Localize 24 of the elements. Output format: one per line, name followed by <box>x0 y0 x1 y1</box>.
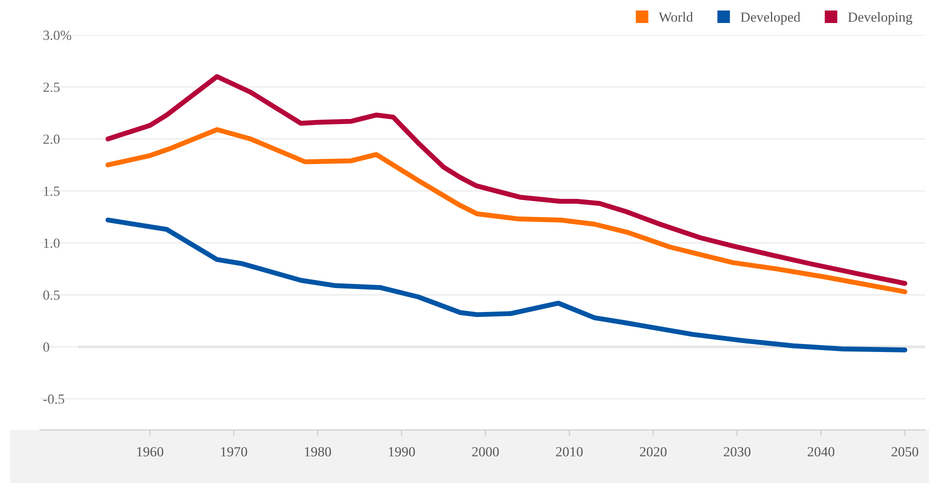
x-tick-label: 1960 <box>137 447 164 456</box>
x-tick-label: 1980 <box>304 447 332 456</box>
y-tick-label: 2.5 <box>43 82 60 92</box>
line-series <box>106 127 908 294</box>
x-tick-label: 2000 <box>472 447 499 456</box>
x-tick-label: 1990 <box>388 447 415 456</box>
legend-label: Developing <box>848 12 912 25</box>
y-tick-label: 3.0% <box>43 30 72 40</box>
y-tick-label: 1.5 <box>44 186 60 196</box>
legend-label: World <box>658 12 693 22</box>
line-series <box>106 74 908 286</box>
y-tick-label: 0 <box>43 342 50 352</box>
y-tick-label: -0.5 <box>43 394 64 404</box>
line-series <box>106 218 908 352</box>
x-tick-label: 2040 <box>808 447 834 456</box>
y-tick-label: 0.5 <box>43 290 60 300</box>
x-tick-label: 2030 <box>724 447 750 456</box>
y-tick-label: 1.0 <box>44 238 60 248</box>
x-tick-label: 2010 <box>556 447 583 456</box>
y-tick-label: 2.0 <box>43 134 60 144</box>
x-tick-label: 2020 <box>640 447 667 456</box>
legend-label: Developed <box>740 12 800 25</box>
x-tick-label: 1970 <box>221 447 248 456</box>
x-tick-label: 2050 <box>892 447 918 456</box>
